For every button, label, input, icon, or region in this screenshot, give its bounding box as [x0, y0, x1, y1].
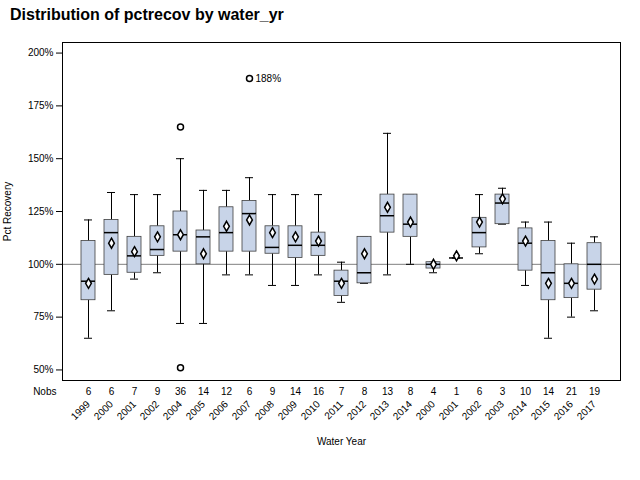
svg-text:3: 3	[500, 386, 506, 397]
svg-text:2010: 2010	[299, 398, 323, 422]
svg-text:14: 14	[198, 386, 210, 397]
svg-text:Nobs: Nobs	[33, 386, 56, 397]
svg-text:2012: 2012	[345, 398, 369, 422]
svg-text:19: 19	[589, 386, 601, 397]
svg-text:2008: 2008	[253, 398, 277, 422]
svg-text:188%: 188%	[256, 73, 282, 84]
svg-text:9: 9	[155, 386, 161, 397]
svg-text:14: 14	[290, 386, 302, 397]
svg-text:150%: 150%	[28, 153, 54, 164]
svg-text:2014: 2014	[391, 398, 415, 422]
svg-text:Water Year: Water Year	[317, 436, 367, 447]
svg-text:16: 16	[313, 386, 325, 397]
svg-text:8: 8	[408, 386, 414, 397]
svg-text:10: 10	[520, 386, 532, 397]
svg-text:4: 4	[431, 386, 437, 397]
svg-text:8: 8	[362, 386, 368, 397]
svg-text:125%: 125%	[28, 206, 54, 217]
svg-text:2017: 2017	[575, 398, 599, 422]
svg-text:2016: 2016	[552, 398, 576, 422]
svg-text:21: 21	[566, 386, 578, 397]
svg-text:6: 6	[247, 386, 253, 397]
svg-text:2006: 2006	[207, 398, 231, 422]
svg-text:12: 12	[221, 386, 233, 397]
svg-text:Pct Recovery: Pct Recovery	[2, 182, 13, 241]
svg-text:7: 7	[132, 386, 138, 397]
svg-text:175%: 175%	[28, 100, 54, 111]
svg-text:9: 9	[270, 386, 276, 397]
svg-text:2005: 2005	[184, 398, 208, 422]
svg-text:6: 6	[86, 386, 92, 397]
svg-text:100%: 100%	[28, 259, 54, 270]
svg-text:1999: 1999	[69, 398, 93, 422]
svg-text:2009: 2009	[276, 398, 300, 422]
svg-text:50%: 50%	[33, 364, 53, 375]
svg-text:6: 6	[109, 386, 115, 397]
svg-text:2000: 2000	[92, 398, 116, 422]
svg-text:36: 36	[175, 386, 187, 397]
svg-text:2014: 2014	[506, 398, 530, 422]
svg-text:2001: 2001	[115, 398, 139, 422]
svg-text:2000: 2000	[414, 398, 438, 422]
svg-text:2002: 2002	[460, 398, 484, 422]
svg-text:2007: 2007	[230, 398, 254, 422]
svg-text:6: 6	[477, 386, 483, 397]
svg-text:7: 7	[339, 386, 345, 397]
svg-text:1: 1	[454, 386, 460, 397]
svg-text:2003: 2003	[483, 398, 507, 422]
svg-text:2001: 2001	[437, 398, 461, 422]
html-text:Distribution of pctrecov by wa: Distribution of pctrecov by water_yr	[10, 6, 284, 23]
svg-text:200%: 200%	[28, 47, 54, 58]
svg-text:14: 14	[543, 386, 555, 397]
svg-text:2015: 2015	[529, 398, 553, 422]
svg-text:2011: 2011	[322, 398, 345, 421]
svg-text:2002: 2002	[138, 398, 162, 422]
svg-text:13: 13	[382, 386, 394, 397]
svg-text:75%: 75%	[33, 311, 53, 322]
svg-text:2004: 2004	[161, 398, 185, 422]
svg-text:2013: 2013	[368, 398, 392, 422]
